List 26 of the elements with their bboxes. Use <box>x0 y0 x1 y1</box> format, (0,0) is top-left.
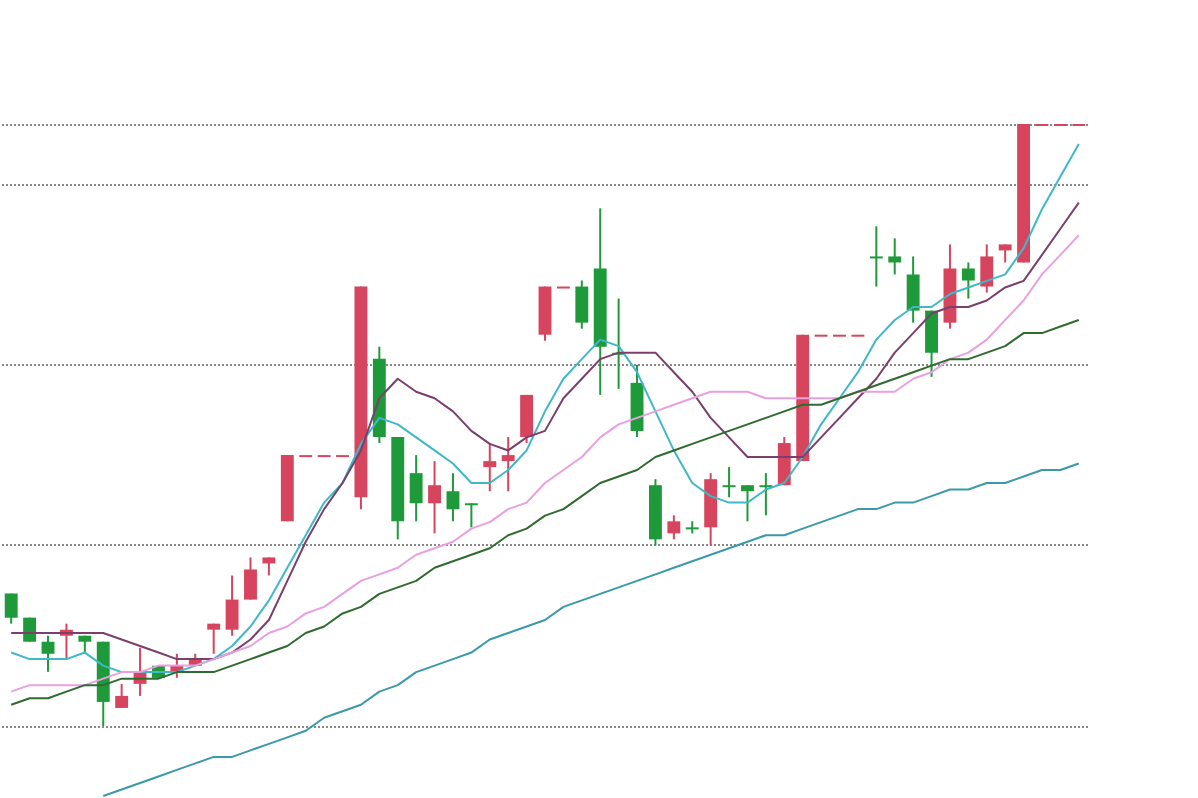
candlestick <box>575 279 589 330</box>
candlestick <box>464 502 478 529</box>
candlestick <box>722 466 736 499</box>
candlestick <box>501 436 515 493</box>
candlestick <box>225 574 239 637</box>
candlestick <box>115 682 129 709</box>
candlestick <box>207 622 221 655</box>
candlestick <box>869 225 883 288</box>
candlestick <box>244 556 257 601</box>
candlestick <box>409 454 423 523</box>
candlestick <box>759 472 773 517</box>
candlestick <box>428 460 441 535</box>
candlestick <box>483 442 497 493</box>
candlestick <box>446 472 460 523</box>
candlestick <box>998 243 1012 264</box>
candlestick <box>4 592 18 625</box>
candlestick <box>888 237 902 276</box>
candlestick <box>41 634 55 673</box>
candlestick <box>741 484 754 523</box>
candlestick <box>961 261 975 300</box>
candlestick <box>520 393 534 445</box>
candlestick <box>906 255 920 324</box>
candlestick <box>925 309 938 378</box>
candlestick <box>980 243 994 294</box>
candlestick <box>667 514 681 541</box>
candlestick <box>262 556 276 577</box>
